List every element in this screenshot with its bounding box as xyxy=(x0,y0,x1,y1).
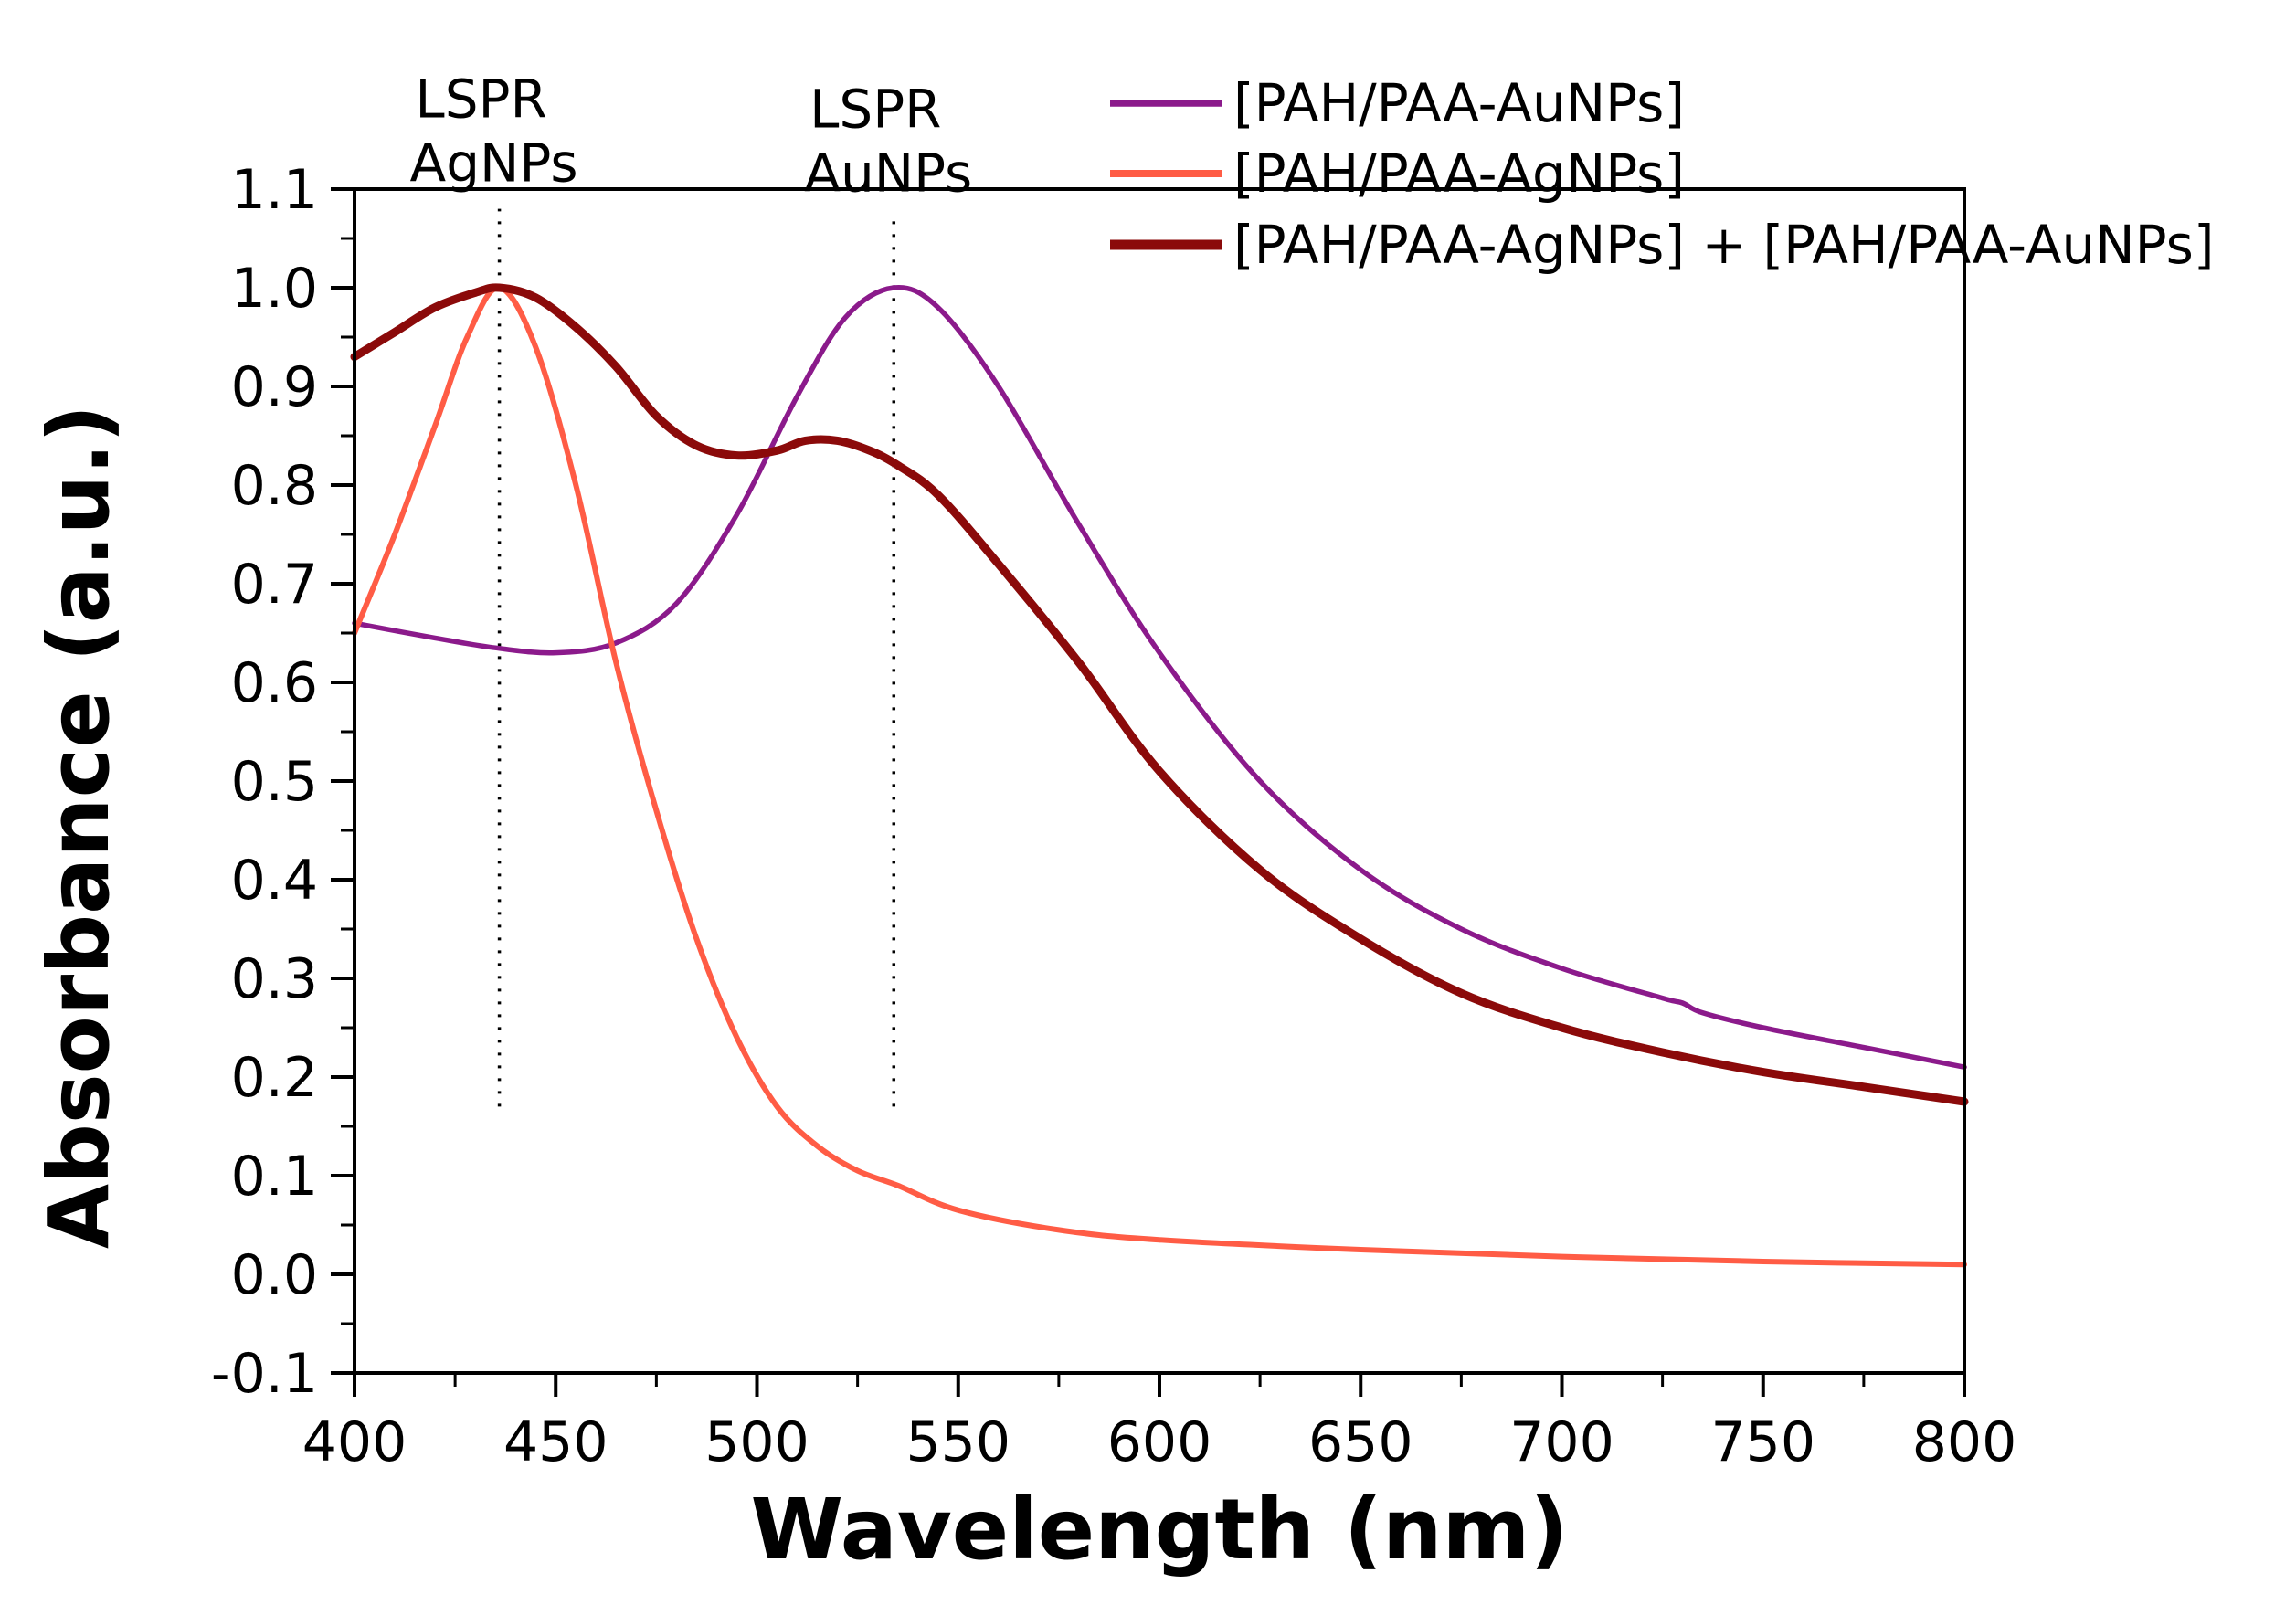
y-tick-label: 0.3 xyxy=(231,947,318,1011)
x-tick-label: 500 xyxy=(704,1410,809,1474)
y-tick-label: 0.7 xyxy=(231,553,318,617)
legend-label-combined: [PAH/PAA-AgNPs] + [PAH/PAA-AuNPs] xyxy=(1233,214,2214,276)
y-tick-label: 0.5 xyxy=(231,750,318,814)
legend: [PAH/PAA-AuNPs] [PAH/PAA-AgNPs] [PAH/PAA-A… xyxy=(1110,72,2214,276)
x-axis-title: Wavelength (nm) xyxy=(751,1481,1569,1579)
x-tick-label: 550 xyxy=(905,1410,1010,1474)
annotation-label-au-line1: LSPR xyxy=(809,78,941,140)
x-tick-label: 400 xyxy=(302,1410,407,1474)
y-tick-label: 0.2 xyxy=(231,1046,318,1110)
ticks-group: 400 450 500 550 600 650 700 750 800 -0.1 0.0 0.1 0.2… xyxy=(211,158,2016,1474)
legend-label-aunps: [PAH/PAA-AuNPs] xyxy=(1233,72,1685,134)
annotation-label-au-line2: AuNPs xyxy=(804,142,972,204)
x-tick-label: 450 xyxy=(503,1410,608,1474)
y-tick-label: 0.9 xyxy=(231,355,318,419)
y-tick-label: 1.1 xyxy=(231,158,318,222)
series-line-agnps xyxy=(352,285,1967,1268)
y-tick-label: 1.0 xyxy=(231,257,318,321)
x-tick-label: 600 xyxy=(1107,1410,1212,1474)
y-tick-label: 0.1 xyxy=(231,1145,318,1209)
axes-group xyxy=(353,187,1966,1375)
series-line-combined xyxy=(350,283,1969,1106)
y-axis-title: Absorbance (a.u.) xyxy=(30,405,128,1249)
annotation-label-ag-line1: LSPR xyxy=(415,69,546,131)
y-tick-label: 0.8 xyxy=(231,454,318,518)
x-tick-label: 650 xyxy=(1308,1410,1413,1474)
series-line-aunps xyxy=(352,284,1967,1070)
x-tick-label: 750 xyxy=(1710,1410,1815,1474)
y-tick-label: 0.0 xyxy=(231,1243,318,1307)
plot-frame xyxy=(353,187,1966,1375)
y-tick-label: -0.1 xyxy=(211,1342,318,1406)
series-group xyxy=(350,283,1969,1268)
y-tick-label: 0.6 xyxy=(231,651,318,715)
y-tick-label: 0.4 xyxy=(231,849,318,913)
x-tick-label: 700 xyxy=(1509,1410,1614,1474)
annotation-label-ag-line2: AgNPs xyxy=(410,132,578,195)
legend-label-agnps: [PAH/PAA-AgNPs] xyxy=(1233,143,1685,205)
x-tick-label: 800 xyxy=(1912,1410,2017,1474)
